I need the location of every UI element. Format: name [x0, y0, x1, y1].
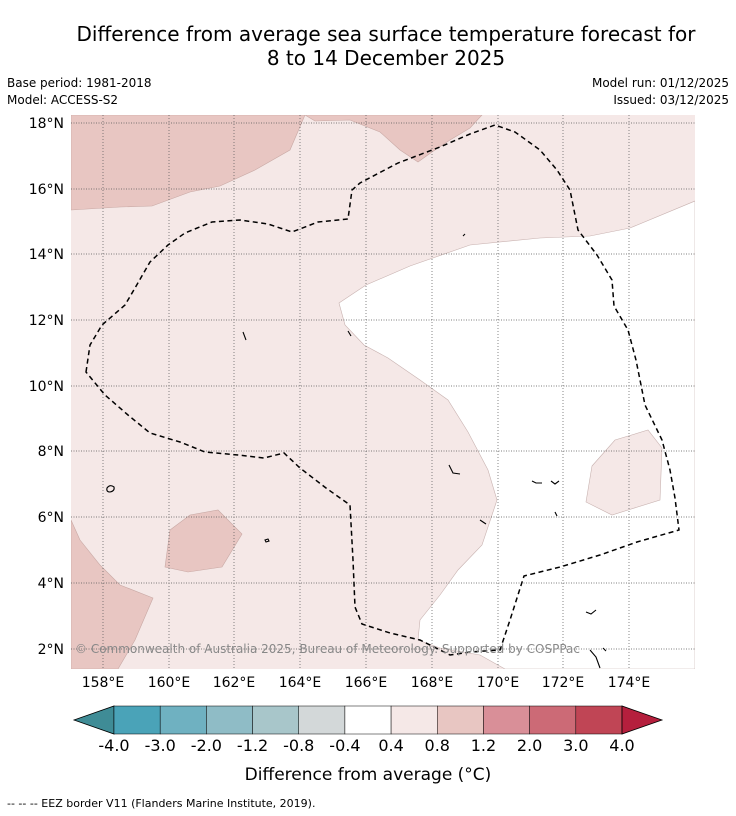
colorbar-title: Difference from average (°C) — [245, 765, 492, 785]
colorbar-segment — [206, 705, 253, 735]
model-run-text: Model run: 01/12/2025 — [591, 76, 729, 90]
lon-label: 170°E — [477, 675, 520, 691]
island — [531, 480, 542, 484]
lon-label: 168°E — [411, 675, 454, 691]
lon-label: 174°E — [608, 675, 651, 691]
footer-note: -- -- -- EEZ border V11 (Flanders Marine… — [7, 797, 316, 810]
model-text: Model: ACCESS-S2 — [7, 93, 119, 107]
title-line-2: 8 to 14 December 2025 — [266, 46, 506, 70]
colorbar-tick-label: -2.0 — [191, 736, 222, 755]
chart-title: Difference from average sea surface temp… — [30, 22, 736, 70]
lat-label: 14°N — [29, 247, 64, 263]
colorbar-tick-label: 2.0 — [517, 736, 542, 755]
colorbar-tick-label: 1.2 — [471, 736, 496, 755]
anomaly-region-white — [338, 200, 695, 669]
lat-label: 6°N — [38, 510, 64, 526]
eez-border — [85, 124, 680, 656]
map-area — [71, 115, 695, 669]
island — [479, 519, 487, 525]
colorbar-tick-label: -0.4 — [329, 736, 360, 755]
meta-left: Base period: 1981-2018 Model: ACCESS-S2 — [7, 76, 152, 110]
anomaly-region-medium-sw — [71, 519, 154, 669]
colorbar-tick-label: -1.2 — [237, 736, 268, 755]
lat-label: 18°N — [29, 116, 64, 132]
island — [585, 609, 597, 615]
longitude-labels: 158°E 160°E 162°E 164°E 166°E 168°E 170°E 172°E… — [82, 675, 651, 691]
colorbar: -4.0 -3.0 -2.0 -1.2 -0.8 -0.4 0.4 0.8 1.2 2.0 3.0 4… — [72, 705, 664, 755]
colorbar-segment — [252, 705, 299, 735]
meta-right: Model run: 01/12/2025 Issued: 03/12/2025 — [592, 76, 729, 110]
island — [589, 649, 601, 669]
issued-text: Issued: 03/12/2025 — [613, 93, 729, 107]
colorbar-high-arrow — [621, 705, 664, 735]
colorbar-segment — [159, 705, 207, 735]
colorbar-segment — [113, 705, 161, 735]
lat-label: 4°N — [38, 576, 64, 592]
island — [554, 511, 558, 517]
lat-label: 10°N — [29, 379, 64, 395]
lat-label: 8°N — [38, 444, 64, 460]
colorbar-segment — [575, 705, 623, 735]
lon-label: 164°E — [279, 675, 322, 691]
island — [106, 485, 115, 493]
colorbar-tick-label: -4.0 — [98, 736, 129, 755]
island — [602, 647, 607, 652]
colorbar-tick-label: 0.8 — [425, 736, 450, 755]
lat-label: 12°N — [29, 313, 64, 329]
colorbar-tick-label: 3.0 — [563, 736, 588, 755]
title-line-1: Difference from average sea surface temp… — [76, 22, 696, 46]
island — [448, 464, 461, 475]
colorbar-segment — [529, 705, 577, 735]
colorbar-segment — [344, 705, 392, 735]
latitude-labels: 18°N 16°N 14°N 12°N 10°N 8°N 6°N 4°N 2°N — [29, 116, 64, 658]
lon-label: 160°E — [148, 675, 191, 691]
base-period-text: Base period: 1981-2018 — [7, 76, 152, 90]
island — [462, 233, 466, 237]
colorbar-segment — [437, 705, 484, 735]
anomaly-region-medium-patch — [164, 509, 243, 573]
anomaly-region-medium-top — [304, 115, 483, 163]
anomaly-region-medium-north — [71, 115, 306, 211]
colorbar-segment — [390, 705, 438, 735]
colorbar-tick-label: -3.0 — [145, 736, 176, 755]
colorbar-tick-label: 0.4 — [378, 736, 403, 755]
island — [347, 330, 352, 337]
colorbar-tick-label: -0.8 — [283, 736, 314, 755]
island — [550, 480, 560, 485]
colorbar-tick-label: 4.0 — [609, 736, 634, 755]
colorbar-low-arrow — [72, 705, 115, 735]
lat-label: 16°N — [29, 182, 64, 198]
colorbar-segment — [483, 705, 530, 735]
lat-label: 2°N — [38, 642, 64, 658]
anomaly-region-light-east — [585, 429, 663, 516]
lon-label: 166°E — [345, 675, 388, 691]
lon-label: 162°E — [213, 675, 256, 691]
lon-label: 172°E — [542, 675, 585, 691]
islands — [106, 233, 607, 669]
colorbar-segment — [298, 705, 346, 735]
island — [242, 331, 247, 341]
lon-label: 158°E — [82, 675, 125, 691]
copyright-text: © Commonwealth of Australia 2025, Bureau… — [75, 642, 580, 656]
island — [264, 538, 270, 543]
